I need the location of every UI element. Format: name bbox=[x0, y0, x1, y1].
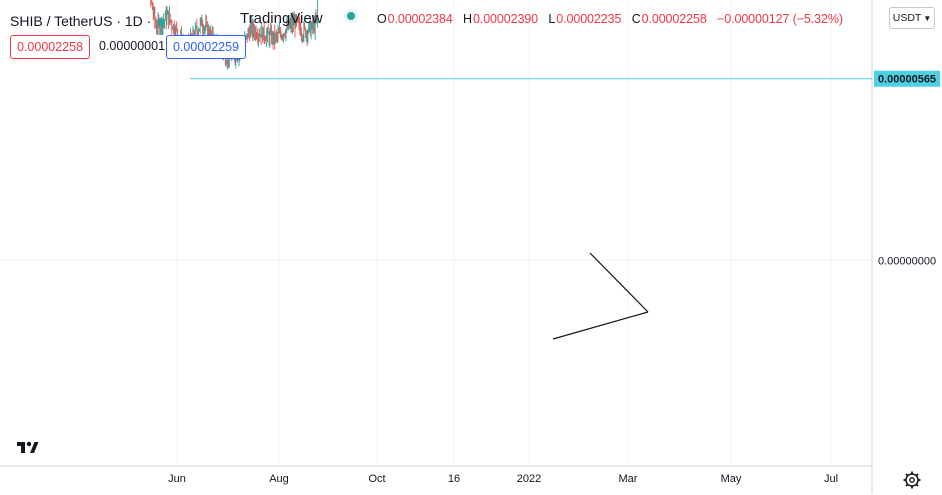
x-tick-label: 2022 bbox=[517, 473, 541, 485]
x-tick-label: May bbox=[721, 473, 742, 485]
x-tick-label: Jul bbox=[824, 473, 838, 485]
x-tick-label: Oct bbox=[368, 473, 385, 485]
symbol-label: SHIB / TetherUS · 1D · bbox=[10, 13, 156, 29]
tradingview-brand: TradingView bbox=[240, 10, 323, 27]
x-tick-label: Aug bbox=[269, 473, 289, 485]
gear-icon[interactable] bbox=[902, 470, 922, 490]
open-value: 0.00002384 bbox=[387, 12, 453, 26]
status-indicator-icon bbox=[343, 8, 359, 27]
x-tick-label: 16 bbox=[448, 473, 460, 485]
close-label: C bbox=[631, 12, 641, 26]
low-value: 0.00002235 bbox=[556, 12, 622, 26]
currency-dropdown[interactable]: USDT ▼ bbox=[889, 7, 935, 29]
triangle-lower-line bbox=[552, 311, 649, 340]
sell-price-box[interactable]: 0.00002258 bbox=[10, 35, 91, 59]
open-label: O bbox=[377, 12, 387, 26]
market-open-icon: ● bbox=[155, 11, 167, 31]
high-label: H bbox=[463, 12, 472, 26]
high-value: 0.00002390 bbox=[472, 12, 539, 26]
currency-label: USDT bbox=[892, 12, 922, 24]
chevron-down-icon: ▼ bbox=[923, 14, 932, 23]
price-level-tag bbox=[874, 70, 940, 87]
tradingview-logo-icon[interactable] bbox=[12, 434, 42, 460]
change-value: −0.00000127 (−5.32%) bbox=[717, 12, 843, 26]
spread-value: 0.00000001 bbox=[97, 35, 168, 57]
close-value: 0.00002258 bbox=[641, 12, 707, 26]
y-tick-label: 0.00000000 bbox=[878, 255, 936, 267]
low-label: L bbox=[548, 12, 556, 26]
buy-price-box[interactable]: 0.00002259 bbox=[166, 35, 247, 59]
ohlc-readout: O0.00002384 H0.00002390 L0.00002235 C0.0… bbox=[377, 12, 850, 26]
symbol-title[interactable]: SHIB / TetherUS · 1D · ● bbox=[10, 10, 166, 31]
x-tick-label: Jun bbox=[168, 473, 186, 485]
x-tick-label: Mar bbox=[619, 473, 638, 485]
price-level-label: 0.00000565 bbox=[878, 74, 936, 86]
triangle-upper-line bbox=[589, 252, 649, 313]
